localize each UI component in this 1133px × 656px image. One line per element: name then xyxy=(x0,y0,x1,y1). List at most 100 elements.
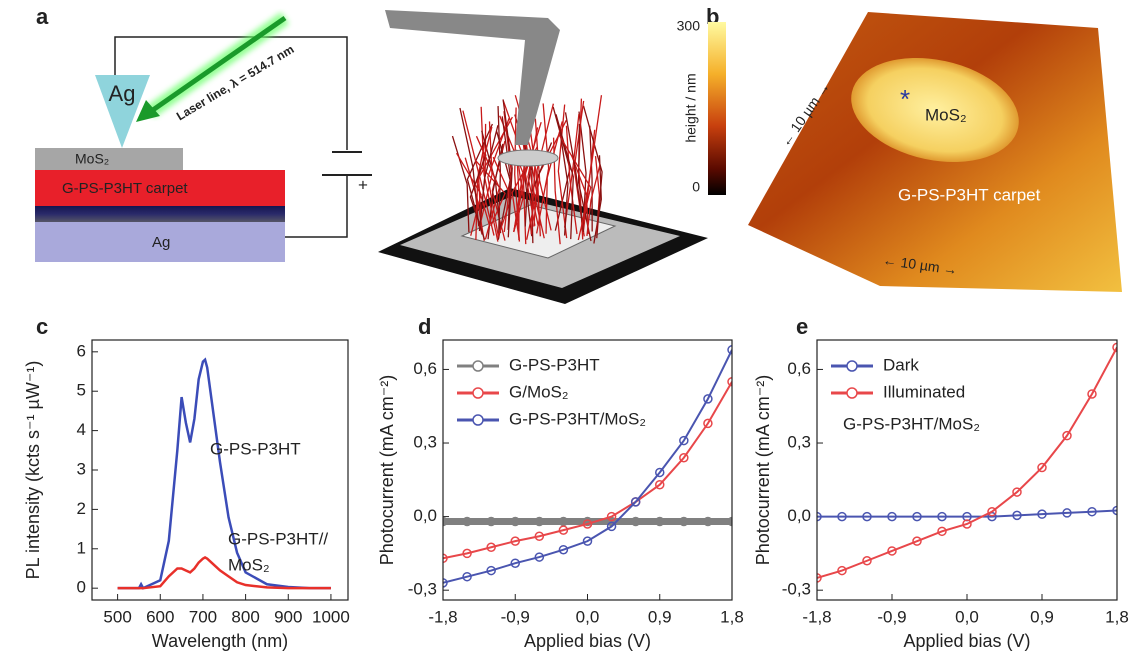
layer-graphene xyxy=(35,206,285,222)
y-axis-label: PL intensity (kcts s⁻¹ µW⁻¹) xyxy=(23,361,43,580)
fiber xyxy=(487,117,510,237)
marker xyxy=(887,511,897,522)
fiber xyxy=(552,106,571,231)
marker xyxy=(727,376,732,387)
battery-sign: + xyxy=(358,175,368,194)
annotation: MoS₂ xyxy=(228,555,270,574)
fiber xyxy=(577,123,592,242)
x-tick-label: -0,9 xyxy=(877,607,906,626)
panel-letter: c xyxy=(36,314,48,339)
fiber xyxy=(478,121,493,228)
series-line xyxy=(817,509,1117,518)
series-line xyxy=(817,346,1117,579)
marker xyxy=(1087,389,1097,399)
marker xyxy=(1112,342,1117,353)
marker xyxy=(1062,430,1072,441)
marker xyxy=(606,511,617,522)
x-axis-label: Applied bias (V) xyxy=(903,631,1030,651)
y-tick-label: 2 xyxy=(77,499,86,518)
fiber xyxy=(565,125,578,235)
y-tick-label: 0,3 xyxy=(787,433,811,452)
plot-area xyxy=(443,345,732,588)
legend-label: G-PS-P3HT/MoS₂ xyxy=(509,409,646,428)
marker xyxy=(1087,506,1097,517)
marker xyxy=(862,511,872,522)
axes-frame xyxy=(816,339,1118,601)
x-tick-label: 900 xyxy=(274,607,302,626)
fibers xyxy=(451,95,603,245)
y-axis-label: Photocurrent (mA cm⁻²) xyxy=(377,375,397,566)
layer-mos2 xyxy=(35,148,183,170)
marker xyxy=(443,516,448,527)
legend-marker xyxy=(472,360,484,372)
marker xyxy=(1012,487,1022,497)
marker xyxy=(534,531,545,541)
tip-label: Ag xyxy=(109,81,136,106)
fiber xyxy=(478,125,499,232)
layer-label: MoS₂ xyxy=(75,151,109,167)
y-axis-label: Photocurrent (mA cm⁻²) xyxy=(753,375,773,566)
marker xyxy=(1037,509,1047,519)
marker xyxy=(462,571,472,582)
y-tick-label: 0,6 xyxy=(413,359,437,378)
y-tick-label: 4 xyxy=(77,420,86,439)
axes-frame xyxy=(91,339,349,601)
marker xyxy=(534,552,545,562)
marker xyxy=(727,516,732,527)
series-line xyxy=(443,381,732,560)
laser-arrow xyxy=(136,100,160,122)
marker xyxy=(727,345,732,355)
layer-ag xyxy=(35,222,285,262)
marker xyxy=(987,506,997,517)
tip-plate xyxy=(497,149,559,167)
annotation: G-PS-P3HT/MoS₂ xyxy=(843,414,980,433)
marker xyxy=(817,573,822,583)
x-tick-label: 1,8 xyxy=(1105,607,1129,626)
legend-marker xyxy=(846,360,858,372)
fiber xyxy=(555,114,574,240)
marker xyxy=(655,479,665,490)
marker xyxy=(534,516,545,527)
legend-label: G/MoS₂ xyxy=(509,382,569,401)
x-axis-label: Wavelength (nm) xyxy=(152,631,288,651)
fiber xyxy=(564,112,585,232)
marker xyxy=(837,511,847,522)
marker xyxy=(937,526,947,537)
fiber xyxy=(496,131,511,230)
marker xyxy=(1062,508,1072,518)
marker xyxy=(630,516,641,527)
marker xyxy=(606,521,617,532)
marker xyxy=(703,516,713,527)
fiber xyxy=(589,125,593,232)
marker xyxy=(486,565,496,576)
flake-marker: * xyxy=(900,84,910,114)
marker xyxy=(679,435,689,446)
y-tick-label: 0,3 xyxy=(413,433,437,452)
fiber xyxy=(527,127,539,227)
colorbar xyxy=(708,22,726,195)
legend-marker xyxy=(846,387,858,399)
x-tick-label: 600 xyxy=(146,607,174,626)
x-tick-label: 0,9 xyxy=(648,607,672,626)
cantilever xyxy=(385,10,560,145)
legend-label: Illuminated xyxy=(883,382,965,401)
fiber xyxy=(476,138,491,226)
y-tick-label: 5 xyxy=(77,381,86,400)
fiber xyxy=(563,113,580,228)
y-tick-label: -0,3 xyxy=(782,580,811,599)
layer-label: G-PS-P3HT carpet xyxy=(62,180,188,197)
marker xyxy=(679,452,689,463)
panel-letter: a xyxy=(36,4,49,29)
x-tick-label: 0,0 xyxy=(955,607,979,626)
x-tick-label: 1000 xyxy=(312,607,350,626)
fiber xyxy=(593,155,602,244)
x-tick-label: 700 xyxy=(189,607,217,626)
fiber xyxy=(462,110,483,234)
annotation: G-PS-P3HT xyxy=(210,439,301,458)
x-tick-label: 1,8 xyxy=(720,607,744,626)
colorbar-tick: 0 xyxy=(692,179,700,195)
layer-label: Ag xyxy=(152,234,170,251)
marker xyxy=(558,544,569,555)
y-tick-label: 1 xyxy=(77,538,86,557)
panel-letter: d xyxy=(418,314,431,339)
